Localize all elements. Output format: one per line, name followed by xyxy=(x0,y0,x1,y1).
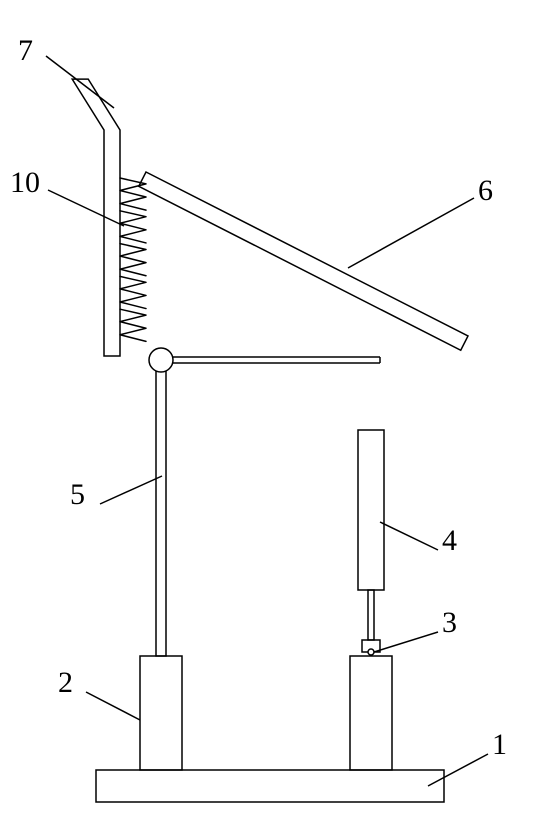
callout-label-10: 10 xyxy=(10,166,40,200)
callout-label-2: 2 xyxy=(58,666,73,700)
technical-diagram xyxy=(0,0,538,837)
callout-label-5: 5 xyxy=(70,478,85,512)
callout-label-1: 1 xyxy=(492,728,507,762)
callout-label-7: 7 xyxy=(18,34,33,68)
callout-label-4: 4 xyxy=(442,524,457,558)
callout-label-6: 6 xyxy=(478,174,493,208)
callout-label-3: 3 xyxy=(442,606,457,640)
